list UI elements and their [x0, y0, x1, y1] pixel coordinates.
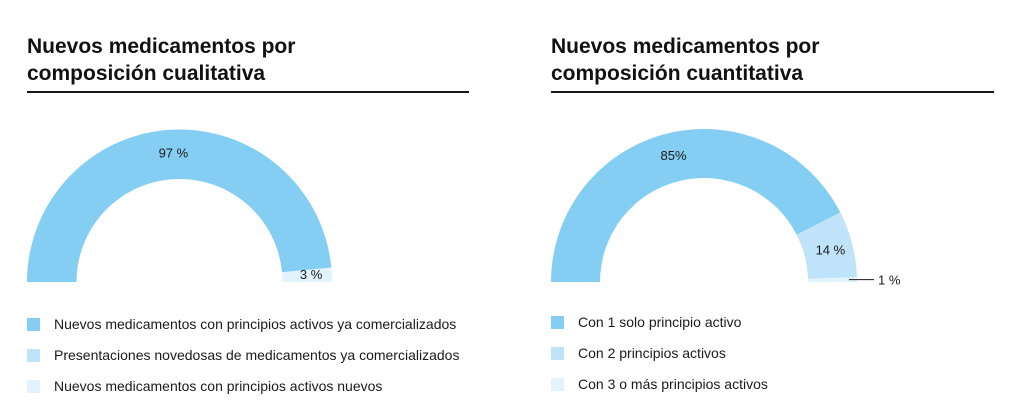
legend-swatch — [27, 317, 40, 331]
legend-label: Con 1 solo principio activo — [578, 314, 742, 330]
legend-item: Nuevos medicamentos con principios activ… — [27, 376, 459, 396]
donut-slice — [807, 277, 857, 282]
chart-title: Nuevos medicamentos por composición cual… — [27, 33, 295, 87]
legend-item: Presentaciones novedosas de medicamentos… — [27, 345, 459, 365]
donut-slice — [282, 267, 332, 282]
legend-item: Nuevos medicamentos con principios activ… — [27, 314, 459, 334]
data-label: 97 % — [159, 145, 189, 160]
half-donut-chart-cualitativa: 97 % 3 % — [27, 129, 332, 282]
data-label: 85% — [661, 148, 687, 163]
chart-title-line-1: Nuevos medicamentos por — [27, 35, 296, 58]
donut-slice — [796, 212, 857, 279]
chart-panel-cuantitativa: Nuevos medicamentos por composición cuan… — [551, 0, 994, 419]
legend-item: Con 1 solo principio activo — [551, 312, 768, 332]
legend-swatch — [27, 348, 40, 362]
legend-swatch — [551, 315, 564, 329]
legend-swatch — [27, 379, 40, 393]
legend-item: Con 2 principios activos — [551, 343, 768, 363]
donut-slice — [551, 128, 841, 282]
data-label: 3 % — [300, 267, 323, 282]
chart-title-line-1: Nuevos medicamentos por — [551, 35, 820, 58]
title-divider — [27, 91, 469, 93]
legend-swatch — [551, 377, 564, 391]
half-donut-chart-cuantitativa: 85% 14 % 1 % — [551, 128, 901, 288]
legend: Nuevos medicamentos con principios activ… — [27, 314, 459, 407]
legend-label: Con 3 o más principios activos — [578, 376, 768, 392]
legend-label: Nuevos medicamentos con principios activ… — [54, 316, 457, 332]
chart-title: Nuevos medicamentos por composición cuan… — [551, 33, 819, 87]
data-label: 1 % — [878, 273, 901, 288]
donut-slice — [27, 129, 332, 282]
data-label: 14 % — [816, 243, 846, 258]
legend-label: Nuevos medicamentos con principios activ… — [54, 378, 383, 394]
chart-panel-cualitativa: Nuevos medicamentos por composición cual… — [27, 0, 469, 419]
legend-swatch — [551, 346, 564, 360]
legend: Con 1 solo principio activo Con 2 princi… — [551, 312, 768, 405]
legend-item: Con 3 o más principios activos — [551, 374, 768, 394]
chart-title-line-2: composición cuantitativa — [551, 62, 804, 85]
chart-title-line-2: composición cualitativa — [27, 62, 266, 85]
legend-label: Con 2 principios activos — [578, 345, 726, 361]
title-divider — [551, 91, 994, 93]
legend-label: Presentaciones novedosas de medicamentos… — [54, 347, 460, 363]
